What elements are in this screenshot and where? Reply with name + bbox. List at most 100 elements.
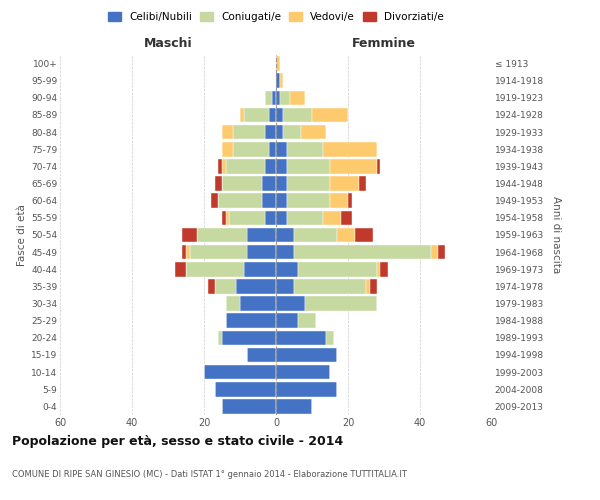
Bar [294, 228, 337, 242]
Bar [226, 296, 240, 311]
Bar [265, 210, 276, 225]
Bar [262, 194, 276, 208]
Bar [276, 279, 294, 293]
Bar [366, 279, 370, 293]
Bar [287, 210, 323, 225]
Bar [276, 314, 298, 328]
Bar [280, 74, 283, 88]
Text: Femmine: Femmine [352, 37, 416, 50]
Bar [182, 228, 197, 242]
Bar [276, 90, 280, 105]
Bar [276, 296, 305, 311]
Bar [265, 159, 276, 174]
Bar [240, 108, 244, 122]
Bar [290, 90, 305, 105]
Bar [204, 365, 276, 380]
Bar [276, 74, 280, 88]
Bar [236, 279, 276, 293]
Bar [215, 382, 276, 396]
Bar [377, 262, 380, 276]
Bar [244, 262, 276, 276]
Bar [377, 159, 380, 174]
Bar [312, 108, 348, 122]
Bar [330, 194, 348, 208]
Bar [323, 142, 377, 156]
Bar [276, 228, 294, 242]
Bar [247, 228, 276, 242]
Bar [222, 399, 276, 413]
Bar [247, 348, 276, 362]
Bar [226, 210, 229, 225]
Bar [276, 210, 287, 225]
Bar [233, 142, 269, 156]
Bar [294, 279, 366, 293]
Bar [298, 314, 316, 328]
Bar [222, 142, 233, 156]
Bar [276, 348, 337, 362]
Bar [287, 142, 323, 156]
Bar [186, 262, 244, 276]
Bar [287, 194, 330, 208]
Bar [276, 262, 298, 276]
Bar [323, 210, 341, 225]
Bar [359, 176, 366, 191]
Bar [247, 245, 276, 260]
Bar [283, 125, 301, 140]
Text: Popolazione per età, sesso e stato civile - 2014: Popolazione per età, sesso e stato civil… [12, 435, 343, 448]
Bar [276, 159, 287, 174]
Bar [208, 279, 215, 293]
Bar [215, 176, 222, 191]
Bar [244, 108, 269, 122]
Bar [186, 245, 190, 260]
Text: COMUNE DI RIPE SAN GINESIO (MC) - Dati ISTAT 1° gennaio 2014 - Elaborazione TUTT: COMUNE DI RIPE SAN GINESIO (MC) - Dati I… [12, 470, 407, 479]
Bar [276, 125, 283, 140]
Bar [215, 279, 236, 293]
Bar [233, 125, 265, 140]
Bar [276, 245, 294, 260]
Y-axis label: Anni di nascita: Anni di nascita [551, 196, 560, 274]
Bar [380, 262, 388, 276]
Bar [341, 210, 352, 225]
Bar [276, 365, 330, 380]
Bar [276, 399, 312, 413]
Bar [222, 330, 276, 345]
Bar [431, 245, 438, 260]
Bar [276, 330, 326, 345]
Bar [280, 90, 290, 105]
Bar [218, 159, 222, 174]
Bar [287, 159, 330, 174]
Bar [190, 245, 247, 260]
Bar [330, 159, 377, 174]
Bar [305, 296, 377, 311]
Bar [269, 108, 276, 122]
Bar [370, 279, 377, 293]
Bar [218, 330, 222, 345]
Bar [301, 125, 326, 140]
Bar [226, 314, 276, 328]
Bar [276, 382, 337, 396]
Bar [337, 228, 355, 242]
Bar [265, 125, 276, 140]
Bar [283, 108, 312, 122]
Bar [355, 228, 373, 242]
Bar [240, 296, 276, 311]
Bar [211, 194, 218, 208]
Bar [222, 210, 226, 225]
Bar [298, 262, 377, 276]
Bar [175, 262, 186, 276]
Bar [276, 108, 283, 122]
Bar [330, 176, 359, 191]
Bar [262, 176, 276, 191]
Bar [276, 176, 287, 191]
Bar [348, 194, 352, 208]
Bar [272, 90, 276, 105]
Bar [276, 142, 287, 156]
Bar [218, 194, 262, 208]
Bar [197, 228, 247, 242]
Bar [229, 210, 265, 225]
Bar [182, 245, 186, 260]
Text: Maschi: Maschi [143, 37, 193, 50]
Bar [222, 159, 226, 174]
Bar [438, 245, 445, 260]
Legend: Celibi/Nubili, Coniugati/e, Vedovi/e, Divorziati/e: Celibi/Nubili, Coniugati/e, Vedovi/e, Di… [106, 10, 446, 24]
